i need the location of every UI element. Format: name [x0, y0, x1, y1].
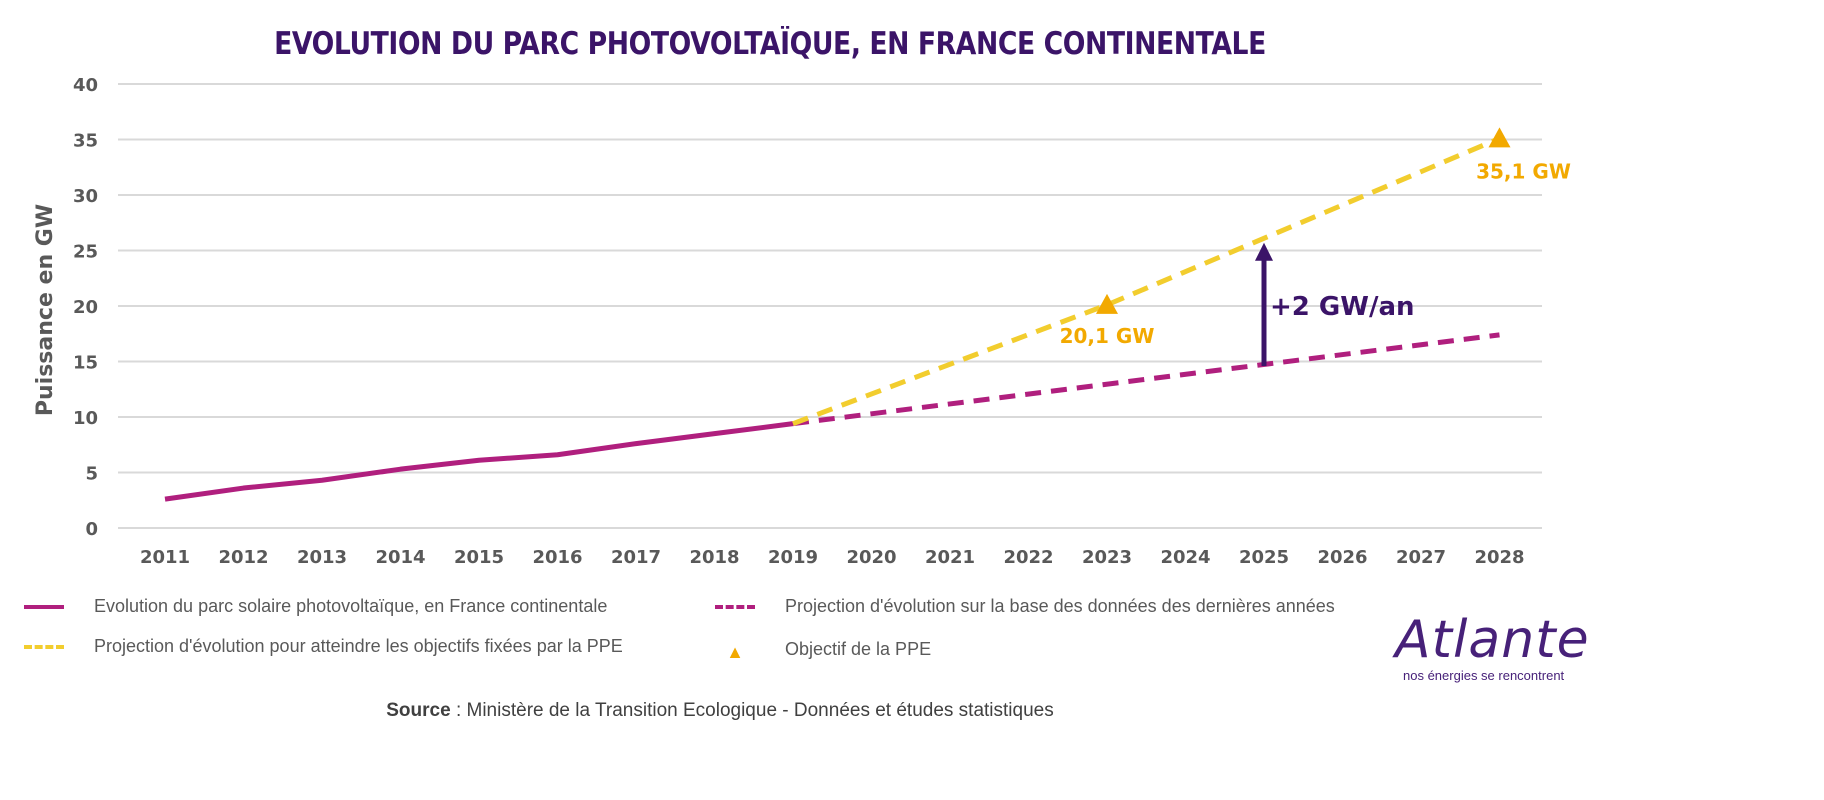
data-label: 35,1 GW — [1476, 159, 1571, 183]
series-line-0 — [164, 421, 794, 502]
y-tick-label: 10 — [73, 408, 98, 429]
logo-tagline: nos énergies se rencontrent — [1403, 668, 1565, 683]
legend-label: Evolution du parc solaire photovoltaïque… — [94, 596, 608, 616]
legend-label: Projection d'évolution pour atteindre le… — [94, 636, 623, 656]
source-text: : Ministère de la Transition Ecologique … — [450, 700, 1054, 721]
legend-item-ppe-projection: Projection d'évolution pour atteindre le… — [24, 636, 623, 657]
x-tick-label: 2019 — [768, 547, 818, 568]
ppe-objective-marker — [1096, 293, 1118, 314]
source-note: Source : Ministère de la Transition Ecol… — [0, 700, 1440, 722]
x-tick-label: 2025 — [1239, 547, 1289, 568]
legend-label: Objectif de la PPE — [785, 639, 932, 659]
y-tick-label: 0 — [85, 519, 98, 540]
x-tick-label: 2022 — [1003, 547, 1053, 568]
y-axis-label: Puissance en GW — [33, 204, 58, 416]
x-tick-label: 2028 — [1474, 547, 1524, 568]
x-tick-label: 2011 — [140, 547, 190, 568]
x-tick-label: 2016 — [532, 547, 582, 568]
y-tick-label: 25 — [73, 242, 98, 263]
legend-item-ppe-objective: ▲ Objectif de la PPE — [715, 636, 931, 663]
arrow-head-icon — [1255, 242, 1273, 261]
series-line-2 — [792, 136, 1501, 426]
x-tick-label: 2017 — [611, 547, 661, 568]
x-tick-label: 2023 — [1082, 547, 1132, 568]
annotation-label: +2 GW/an — [1270, 292, 1415, 322]
series-line-1 — [792, 332, 1500, 427]
triangle-icon: ▲ — [726, 642, 744, 662]
x-tick-label: 2013 — [297, 547, 347, 568]
x-tick-label: 2012 — [218, 547, 268, 568]
y-tick-label: 5 — [85, 464, 98, 485]
x-tick-label: 2018 — [689, 547, 739, 568]
y-tick-label: 35 — [73, 131, 98, 152]
atlante-logo: Atlante nos énergies se rencontrent — [1395, 612, 1590, 683]
x-tick-label: 2015 — [454, 547, 504, 568]
legend-label: Projection d'évolution sur la base des d… — [785, 596, 1335, 616]
source-label: Source — [386, 700, 451, 721]
y-tick-label: 40 — [73, 75, 98, 96]
x-tick-label: 2026 — [1317, 547, 1367, 568]
y-tick-label: 30 — [73, 186, 98, 207]
x-tick-label: 2020 — [846, 547, 896, 568]
chart-title: EVOLUTION DU PARC PHOTOVOLTAÏQUE, EN FRA… — [274, 26, 1266, 62]
y-tick-label: 20 — [73, 297, 98, 318]
legend-item-historical: Evolution du parc solaire photovoltaïque… — [24, 596, 607, 617]
ppe-objective-marker — [1488, 127, 1511, 148]
x-tick-label: 2014 — [375, 547, 425, 568]
logo-wordmark: Atlante — [1395, 610, 1590, 670]
x-tick-label: 2027 — [1396, 547, 1446, 568]
data-label: 20,1 GW — [1060, 324, 1155, 348]
legend-item-trend-projection: Projection d'évolution sur la base des d… — [715, 596, 1335, 617]
x-tick-label: 2024 — [1160, 547, 1210, 568]
x-tick-label: 2021 — [925, 547, 975, 568]
y-tick-label: 15 — [73, 353, 98, 374]
